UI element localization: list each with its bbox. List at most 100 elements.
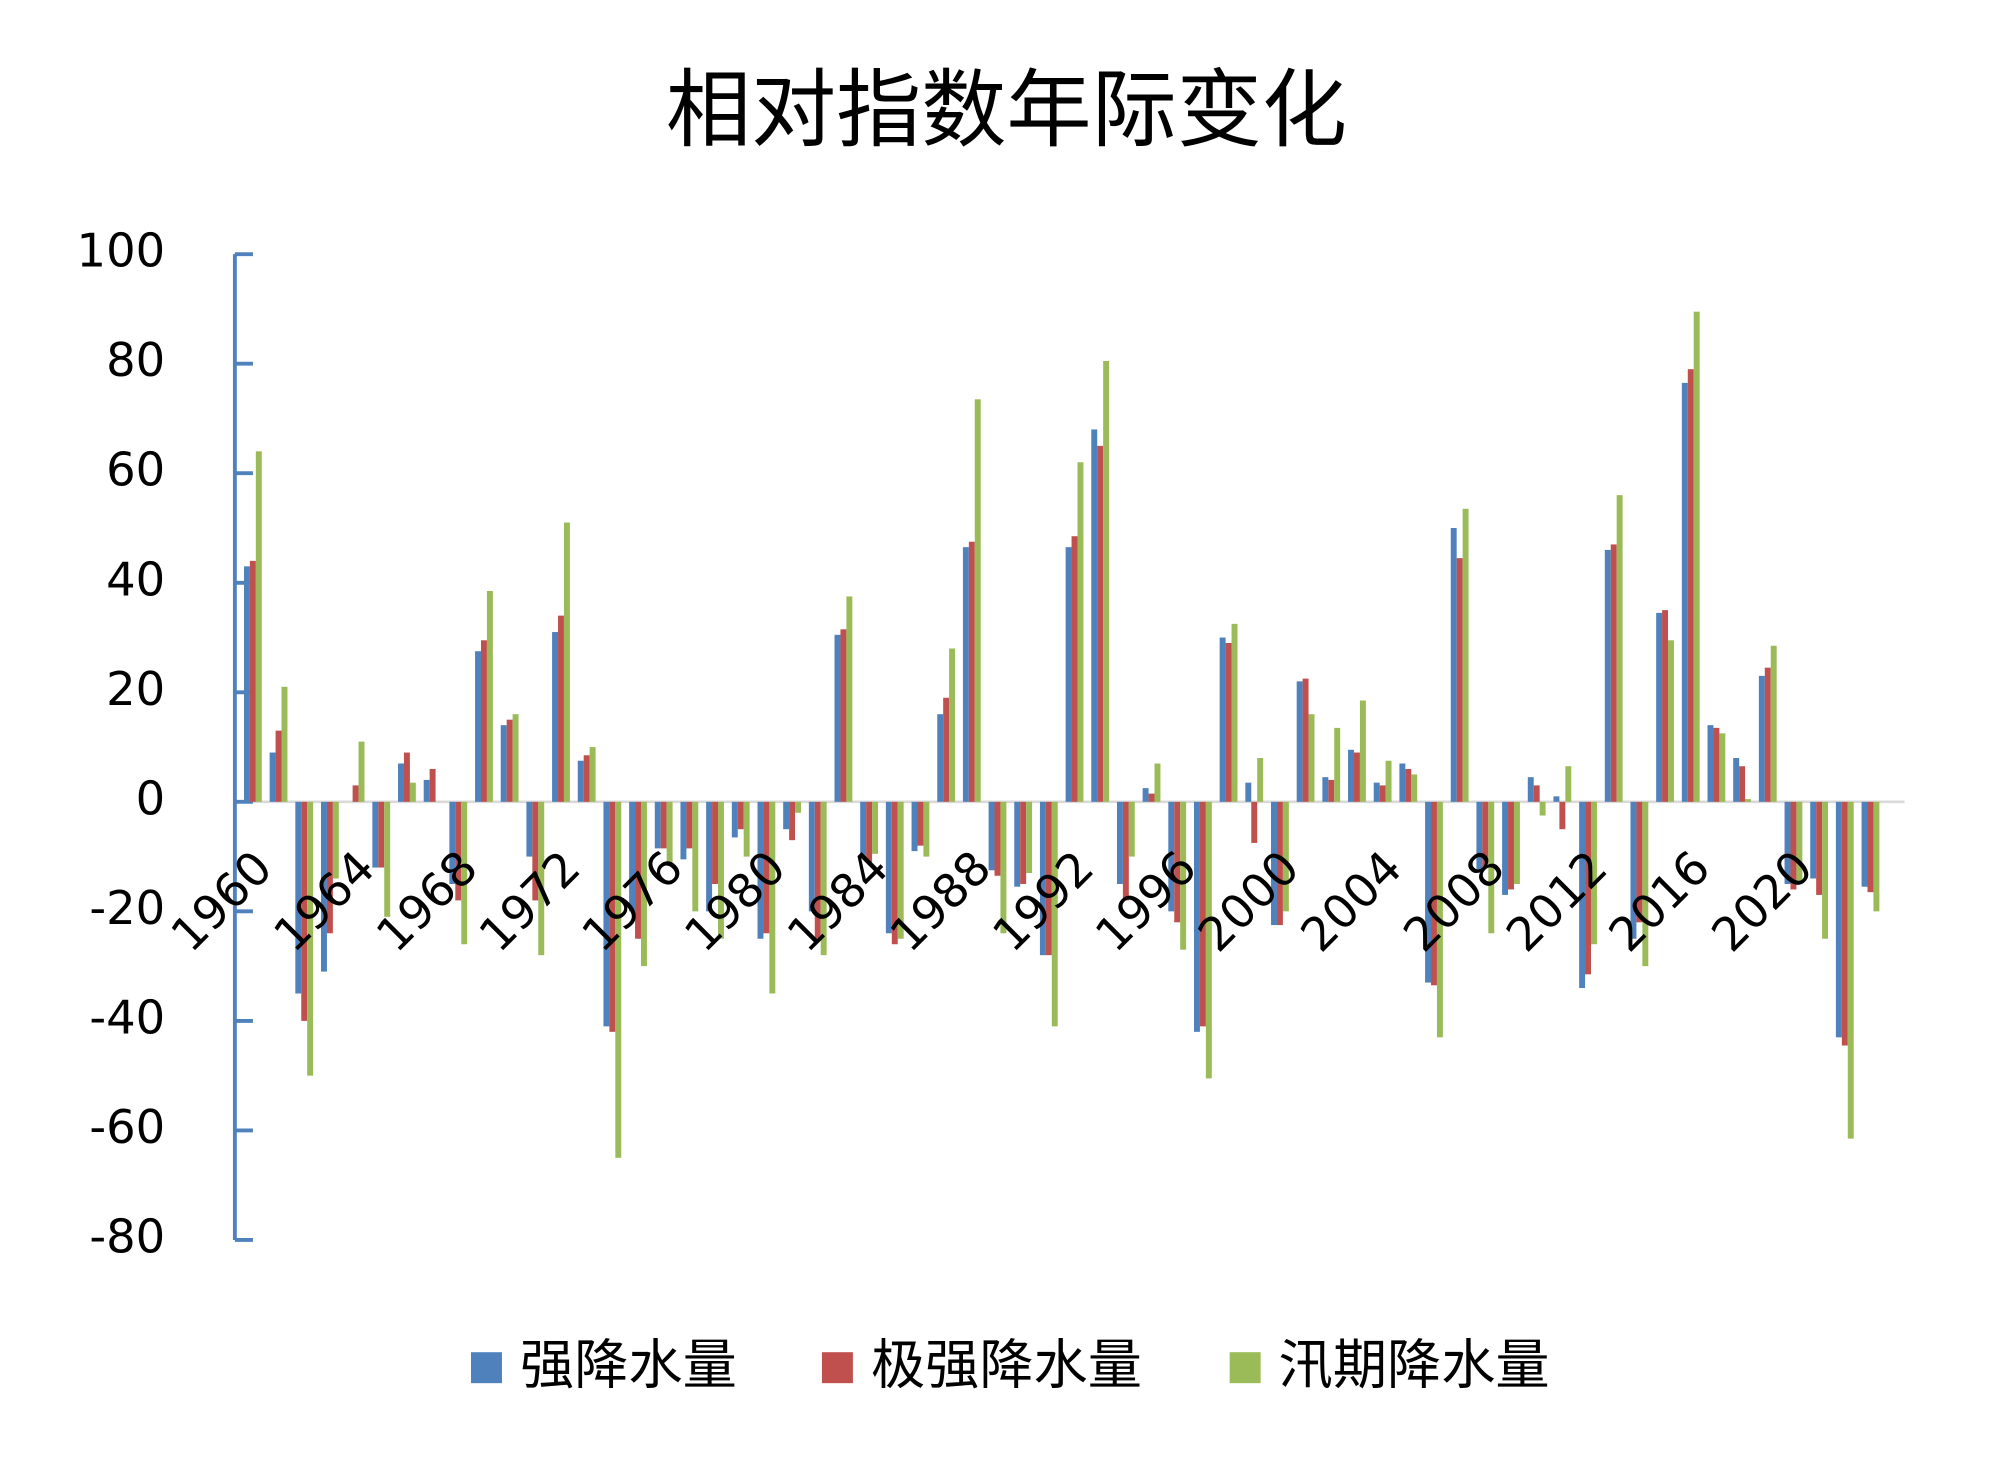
bar	[937, 714, 944, 802]
bar	[269, 752, 276, 802]
bar	[1616, 495, 1623, 802]
bar	[943, 697, 950, 802]
bar	[372, 801, 379, 868]
bar	[1565, 766, 1572, 802]
bar	[917, 801, 924, 846]
bar	[968, 541, 975, 802]
bar	[1713, 727, 1720, 802]
bar	[820, 801, 827, 956]
bar	[1539, 801, 1546, 816]
bar	[1861, 801, 1868, 887]
bar	[1719, 733, 1726, 802]
bar	[1353, 752, 1360, 802]
bar	[1450, 528, 1457, 802]
bar	[1733, 758, 1740, 802]
bar	[860, 801, 867, 857]
bar	[666, 801, 673, 865]
bar	[1835, 801, 1842, 1038]
bar	[1553, 796, 1560, 802]
bar	[1359, 700, 1366, 802]
bar	[275, 730, 282, 802]
y-tick-label: 100	[77, 224, 166, 278]
bar	[712, 801, 719, 884]
x-tick-label: 1960	[161, 840, 283, 962]
bar	[1276, 801, 1283, 926]
bar	[1322, 777, 1329, 802]
bar	[1282, 801, 1289, 912]
bar	[1847, 801, 1854, 1139]
bar	[1707, 725, 1714, 802]
bar	[1425, 801, 1432, 983]
bar	[1770, 645, 1777, 802]
bar	[378, 801, 385, 868]
bar	[1764, 667, 1771, 802]
bar	[1122, 801, 1129, 901]
bar	[1014, 801, 1021, 887]
bar	[538, 801, 545, 956]
bar	[1810, 801, 1817, 879]
bar	[1476, 801, 1483, 874]
bar	[718, 801, 724, 939]
bar	[1328, 779, 1335, 802]
bar	[1116, 801, 1123, 884]
bar	[1668, 640, 1674, 802]
bar	[1231, 623, 1238, 802]
bar	[332, 801, 339, 879]
bar	[558, 615, 564, 802]
bar	[449, 801, 456, 884]
bar	[1334, 727, 1341, 802]
bar	[757, 801, 764, 939]
bar	[1411, 774, 1418, 802]
y-tick-label: -20	[89, 881, 165, 935]
bar	[1271, 801, 1277, 926]
bar	[320, 801, 327, 972]
bar	[731, 801, 738, 838]
bar	[1816, 801, 1823, 895]
bar	[891, 801, 898, 945]
bar	[1077, 462, 1084, 802]
bar	[603, 801, 610, 1027]
bar	[1662, 610, 1669, 802]
y-tick-label: 40	[106, 552, 165, 606]
bar	[409, 782, 416, 802]
bar	[1693, 311, 1700, 802]
bar	[923, 801, 930, 857]
bar	[1579, 801, 1586, 989]
bar	[1642, 801, 1649, 967]
bar	[763, 801, 770, 934]
bar	[455, 801, 462, 901]
bar	[1462, 508, 1469, 802]
bar	[577, 760, 584, 802]
bar	[249, 560, 256, 802]
bar	[872, 801, 879, 854]
bar	[403, 752, 410, 802]
bar	[1784, 801, 1791, 884]
bar	[1482, 801, 1489, 868]
bar	[1174, 801, 1181, 923]
bar	[1026, 801, 1033, 874]
bar	[789, 801, 796, 841]
bar	[532, 801, 539, 901]
bar	[1180, 801, 1187, 950]
x-tick-label: 2016	[1599, 840, 1721, 962]
bar	[1436, 801, 1443, 1038]
bar	[480, 640, 487, 802]
bar	[281, 686, 288, 802]
bar	[846, 596, 853, 802]
bar	[1488, 801, 1495, 934]
bar	[1257, 758, 1264, 802]
bar	[795, 801, 801, 813]
y-tick-label: 60	[106, 443, 165, 497]
y-tick-label: -60	[89, 1100, 165, 1154]
bar	[988, 801, 995, 871]
bar	[326, 801, 333, 934]
bar	[1219, 637, 1226, 802]
bar	[1630, 801, 1637, 939]
bar	[1610, 544, 1617, 802]
bar	[834, 634, 841, 802]
bar	[1502, 801, 1509, 895]
bar	[1431, 801, 1437, 986]
bar	[1103, 360, 1110, 802]
